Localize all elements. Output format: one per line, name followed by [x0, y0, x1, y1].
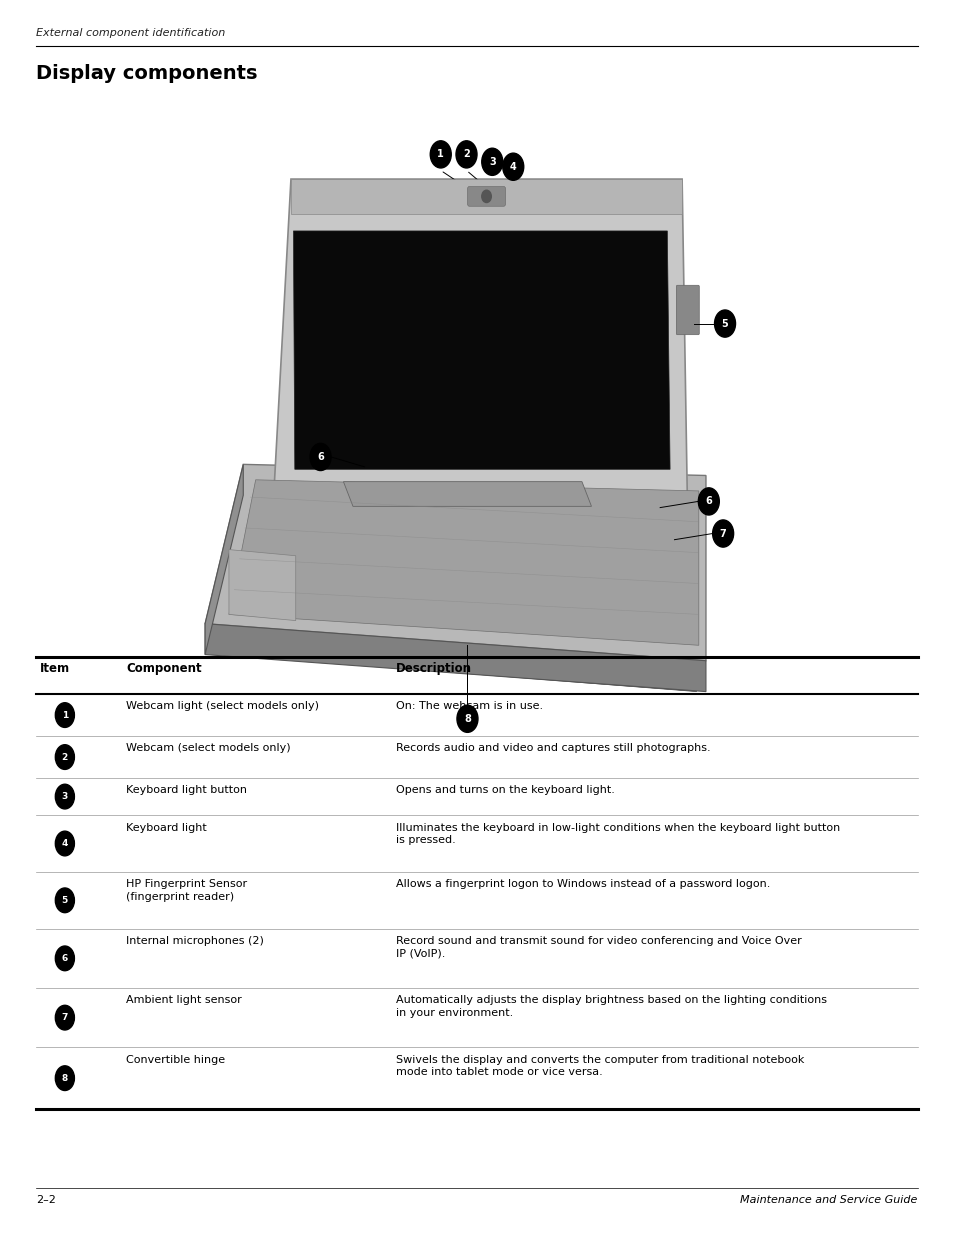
Text: Webcam light (select models only): Webcam light (select models only) [126, 701, 318, 711]
Text: Internal microphones (2): Internal microphones (2) [126, 936, 264, 946]
Text: Automatically adjusts the display brightness based on the lighting conditions
in: Automatically adjusts the display bright… [395, 995, 826, 1018]
Text: 6: 6 [704, 496, 712, 506]
Circle shape [698, 488, 719, 515]
Circle shape [502, 153, 523, 180]
Polygon shape [343, 482, 591, 506]
FancyBboxPatch shape [676, 285, 699, 335]
Text: 3: 3 [62, 792, 68, 802]
Circle shape [55, 946, 74, 971]
Text: 6: 6 [62, 953, 68, 963]
Text: Description: Description [395, 662, 472, 676]
Polygon shape [291, 179, 681, 214]
Text: 2–2: 2–2 [36, 1195, 56, 1205]
Text: External component identification: External component identification [36, 28, 225, 38]
Text: 4: 4 [509, 162, 517, 172]
Text: 1: 1 [62, 710, 68, 720]
Text: Swivels the display and converts the computer from traditional notebook
mode int: Swivels the display and converts the com… [395, 1055, 803, 1077]
Text: Webcam (select models only): Webcam (select models only) [126, 743, 291, 753]
Circle shape [55, 784, 74, 809]
Text: Records audio and video and captures still photographs.: Records audio and video and captures sti… [395, 743, 710, 753]
Text: 3: 3 [488, 157, 496, 167]
Circle shape [55, 831, 74, 856]
Text: 4: 4 [62, 839, 68, 848]
Text: 8: 8 [62, 1073, 68, 1083]
Polygon shape [229, 550, 295, 620]
Circle shape [55, 888, 74, 913]
Text: Component: Component [126, 662, 201, 676]
Text: Convertible hinge: Convertible hinge [126, 1055, 225, 1065]
Circle shape [55, 1005, 74, 1030]
Text: 8: 8 [463, 714, 471, 724]
Text: Allows a fingerprint logon to Windows instead of a password logon.: Allows a fingerprint logon to Windows in… [395, 879, 769, 889]
Text: On: The webcam is in use.: On: The webcam is in use. [395, 701, 542, 711]
Text: Opens and turns on the keyboard light.: Opens and turns on the keyboard light. [395, 785, 614, 795]
Circle shape [430, 141, 451, 168]
Text: Illuminates the keyboard in low-light conditions when the keyboard light button
: Illuminates the keyboard in low-light co… [395, 823, 840, 845]
Circle shape [714, 310, 735, 337]
Circle shape [310, 443, 331, 471]
Text: Ambient light sensor: Ambient light sensor [126, 995, 241, 1005]
Text: Keyboard light button: Keyboard light button [126, 785, 247, 795]
Polygon shape [294, 231, 669, 469]
Text: 5: 5 [720, 319, 728, 329]
Polygon shape [205, 624, 705, 692]
Text: 1: 1 [436, 149, 444, 159]
Polygon shape [205, 464, 243, 655]
Text: 7: 7 [62, 1013, 68, 1023]
Text: 2: 2 [462, 149, 470, 159]
Text: 6: 6 [316, 452, 324, 462]
FancyBboxPatch shape [467, 186, 505, 206]
Text: HP Fingerprint Sensor
(fingerprint reader): HP Fingerprint Sensor (fingerprint reade… [126, 879, 247, 902]
Circle shape [481, 148, 502, 175]
Circle shape [712, 520, 733, 547]
Text: 7: 7 [719, 529, 726, 538]
Polygon shape [205, 624, 705, 692]
Text: Maintenance and Service Guide: Maintenance and Service Guide [740, 1195, 917, 1205]
Circle shape [481, 190, 491, 203]
Text: 5: 5 [62, 895, 68, 905]
Circle shape [456, 705, 477, 732]
Polygon shape [229, 479, 698, 645]
Text: Display components: Display components [36, 64, 257, 83]
Text: Record sound and transmit sound for video conferencing and Voice Over
IP (VoIP).: Record sound and transmit sound for vide… [395, 936, 801, 958]
Text: Keyboard light: Keyboard light [126, 823, 207, 832]
Text: 2: 2 [62, 752, 68, 762]
Circle shape [55, 1066, 74, 1091]
Polygon shape [274, 179, 686, 494]
Text: Item: Item [40, 662, 71, 676]
Circle shape [55, 745, 74, 769]
Polygon shape [274, 494, 686, 506]
Polygon shape [205, 464, 705, 661]
Circle shape [55, 703, 74, 727]
Circle shape [456, 141, 476, 168]
